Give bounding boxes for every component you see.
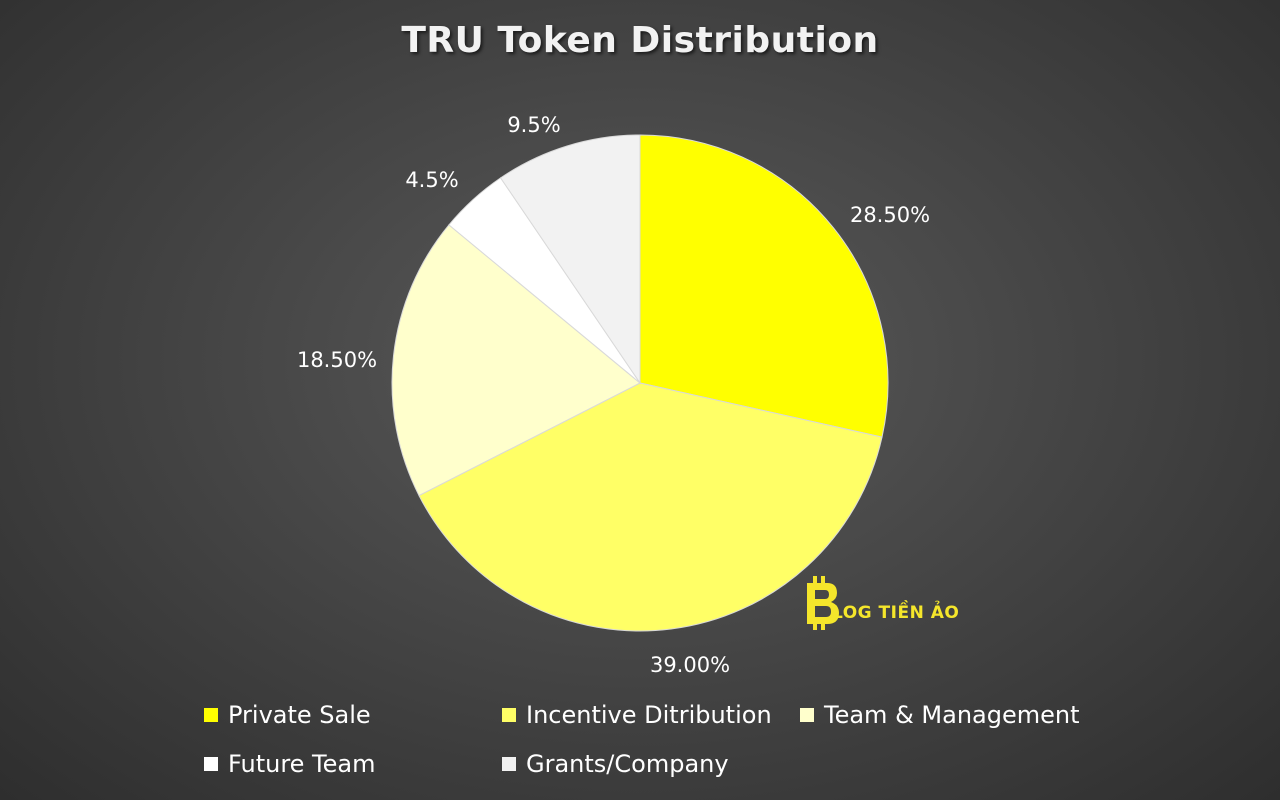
data-label-future-team: 4.5% xyxy=(405,168,458,192)
data-label-grants-company: 9.5% xyxy=(507,113,560,137)
bitcoin-logo-icon xyxy=(807,576,839,630)
pie-slice-private-sale xyxy=(639,134,889,438)
pie-slice-team-management xyxy=(391,224,641,497)
data-label-team-management: 18.50% xyxy=(297,348,377,372)
chart-title: TRU Token Distribution xyxy=(401,20,879,61)
pie-slices xyxy=(391,134,889,632)
pie-slice-grants-company xyxy=(499,134,641,385)
data-label-incentive-ditribution: 39.00% xyxy=(650,653,730,677)
pie-data-labels: 28.50% 39.00% 18.50% 4.5% 9.5% xyxy=(297,113,930,677)
pie-slice-incentive-ditribution xyxy=(418,382,883,632)
watermark-text: LOG TIỀN ẢO xyxy=(832,603,960,623)
watermark-logo xyxy=(803,574,963,634)
data-label-private-sale: 28.50% xyxy=(850,203,930,227)
